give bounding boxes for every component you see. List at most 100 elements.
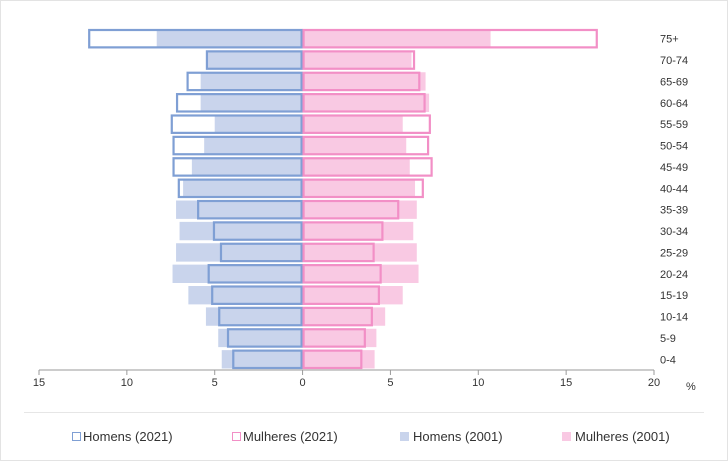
bar-homens-2001-65-69 (200, 72, 303, 91)
bar-mulheres-2021-55-59 (302, 114, 431, 134)
bar-homens-2001-0-4 (221, 350, 303, 369)
x-tick-label-2: 5 (212, 377, 218, 389)
legend-swatch-homens-2021 (72, 431, 81, 441)
bar-mulheres-2001-35-39 (302, 200, 417, 219)
category-label-30-34: 30-34 (660, 226, 688, 238)
bar-mulheres-2001-10-14 (302, 307, 386, 326)
x-axis-unit-label: % (686, 381, 696, 393)
bar-homens-2001-50-54 (204, 136, 303, 155)
bar-mulheres-2021-0-4 (302, 349, 363, 370)
bar-mulheres-2021-5-9 (302, 328, 366, 348)
bar-homens-2021-20-24 (207, 264, 303, 284)
x-tick-label-6: 15 (560, 377, 572, 389)
category-label-60-64: 60-64 (660, 98, 688, 110)
bar-mulheres-2001-65-69 (302, 72, 426, 91)
bar-mulheres-2021-50-54 (302, 135, 430, 156)
bar-mulheres-2021-25-29 (302, 242, 375, 263)
bar-homens-2021-75+ (88, 28, 303, 49)
bar-homens-2001-75+ (156, 29, 303, 48)
bar-mulheres-2021-20-24 (302, 264, 382, 284)
bar-mulheres-2021-70-74 (302, 50, 416, 70)
legend-label-homens-2001: Homens (2001) (413, 428, 503, 444)
bar-mulheres-2021-65-69 (302, 71, 421, 92)
bar-homens-2021-40-44 (177, 178, 303, 199)
x-tick-label-3: 0 (300, 377, 306, 389)
bar-mulheres-2001-30-34 (302, 221, 414, 241)
category-label-5-9: 5-9 (660, 333, 676, 345)
bar-homens-2001-15-19 (188, 285, 303, 305)
legend-swatch-mulheres-2001 (562, 431, 571, 441)
bar-mulheres-2001-70-74 (302, 50, 412, 70)
bar-mulheres-2001-60-64 (302, 93, 430, 113)
bar-mulheres-2001-45-49 (302, 157, 410, 177)
bar-mulheres-2021-35-39 (302, 199, 400, 220)
category-label-25-29: 25-29 (660, 247, 688, 259)
bar-homens-2001-45-49 (191, 157, 303, 177)
bar-homens-2001-10-14 (205, 307, 303, 326)
x-tick-label-1: 10 (121, 377, 133, 389)
category-label-50-54: 50-54 (660, 141, 688, 153)
bar-homens-2021-35-39 (197, 199, 303, 220)
bar-mulheres-2001-40-44 (302, 179, 416, 198)
bar-homens-2001-30-34 (179, 221, 303, 241)
legend-swatch-mulheres-2021 (232, 431, 241, 441)
legend-label-mulheres-2021: Mulheres (2021) (243, 428, 338, 444)
bar-homens-2021-45-49 (172, 157, 303, 177)
bar-mulheres-2021-30-34 (302, 221, 384, 241)
category-label-10-14: 10-14 (660, 312, 688, 324)
legend-item-mulheres-2001: Mulheres (2001) (562, 426, 670, 446)
category-label-65-69: 65-69 (660, 76, 688, 88)
x-tick-label-7: 20 (648, 377, 660, 389)
bar-mulheres-2001-55-59 (302, 114, 403, 134)
legend: Homens (2021) Mulheres (2021) Homens (20… (24, 426, 704, 446)
bar-homens-2021-30-34 (212, 221, 303, 241)
bar-homens-2001-25-29 (176, 243, 303, 262)
category-label-15-19: 15-19 (660, 290, 688, 302)
category-label-20-24: 20-24 (660, 269, 688, 281)
bar-homens-2001-70-74 (207, 50, 303, 70)
bar-homens-2001-35-39 (176, 200, 303, 219)
category-label-45-49: 45-49 (660, 162, 688, 174)
bar-homens-2001-20-24 (172, 264, 303, 284)
bar-homens-2001-55-59 (214, 114, 303, 134)
bar-homens-2001-40-44 (183, 179, 303, 198)
bar-mulheres-2001-5-9 (302, 328, 377, 348)
bar-homens-2021-50-54 (172, 135, 303, 156)
bar-homens-2021-55-59 (170, 114, 303, 134)
legend-item-homens-2001: Homens (2001) (400, 426, 503, 446)
bar-mulheres-2021-45-49 (302, 157, 433, 177)
x-tick-label-4: 5 (387, 377, 393, 389)
bar-mulheres-2021-60-64 (302, 93, 426, 113)
bar-mulheres-2001-15-19 (302, 285, 403, 305)
bar-homens-2001-60-64 (200, 93, 303, 113)
legend-label-homens-2021: Homens (2021) (83, 428, 173, 444)
bar-mulheres-2021-75+ (302, 28, 598, 49)
bar-mulheres-2001-0-4 (302, 350, 375, 369)
bar-homens-2021-10-14 (218, 306, 303, 327)
bar-homens-2021-15-19 (211, 285, 303, 305)
x-tick-label-5: 10 (472, 377, 484, 389)
legend-item-mulheres-2021: Mulheres (2021) (232, 426, 338, 446)
bar-mulheres-2021-40-44 (302, 178, 424, 199)
category-label-40-44: 40-44 (660, 183, 688, 195)
category-label-75+: 75+ (660, 34, 679, 46)
category-label-35-39: 35-39 (660, 205, 688, 217)
category-label-0-4: 0-4 (660, 354, 676, 366)
bar-mulheres-2021-10-14 (302, 306, 373, 327)
category-label-55-59: 55-59 (660, 119, 688, 131)
legend-box (24, 412, 704, 459)
bar-homens-2001-5-9 (218, 328, 303, 348)
bar-homens-2021-70-74 (205, 50, 303, 70)
bar-mulheres-2001-20-24 (302, 264, 419, 284)
x-tick-label-0: 15 (33, 377, 45, 389)
bar-homens-2021-25-29 (219, 242, 303, 263)
bar-homens-2021-0-4 (232, 349, 303, 370)
bar-mulheres-2021-15-19 (302, 285, 380, 305)
bar-mulheres-2001-50-54 (302, 136, 407, 155)
bar-mulheres-2001-25-29 (302, 243, 417, 262)
legend-label-mulheres-2001: Mulheres (2001) (575, 428, 670, 444)
bar-mulheres-2001-75+ (302, 29, 491, 48)
category-label-70-74: 70-74 (660, 55, 688, 67)
legend-swatch-homens-2001 (400, 431, 409, 441)
